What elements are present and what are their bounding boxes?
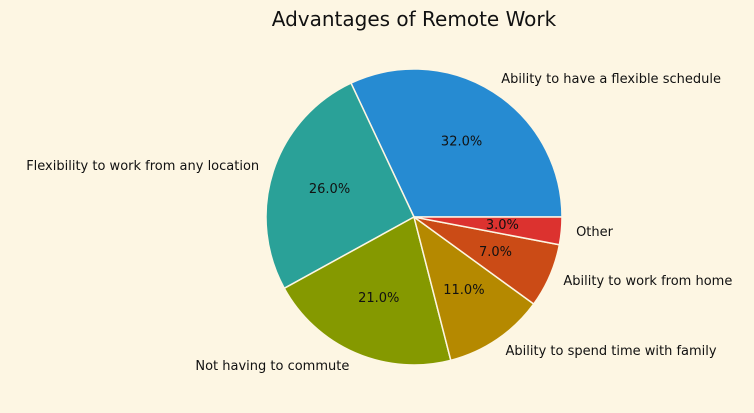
pie-slice-ability-to-have-a-flexible-schedule	[349, 68, 563, 218]
percent-label-not-having-to-commute: 21.0%	[358, 291, 399, 306]
category-label-ability-to-spend-time-with-family: Ability to spend time with family	[506, 344, 717, 359]
chart-title: Advantages of Remote Work	[272, 7, 557, 31]
percent-labels: 32.0% 26.0% 21.0% 11.0% 7.0% 3.0%	[309, 135, 519, 306]
percent-label-ability-to-have-a-flexible-schedule: 32.0%	[441, 135, 482, 150]
category-labels: Ability to have a flexible schedule Flexi…	[26, 72, 732, 374]
pie-slice-not-having-to-commute	[283, 215, 452, 366]
percent-label-ability-to-spend-time-with-family: 11.0%	[443, 283, 484, 298]
category-label-ability-to-have-a-flexible-schedule: Ability to have a flexible schedule	[501, 72, 721, 87]
pie-slice-other	[413, 216, 563, 246]
percent-label-ability-to-work-from-home: 7.0%	[479, 245, 512, 260]
percent-label-other: 3.0%	[486, 218, 519, 233]
pie-slice-ability-to-spend-time-with-family	[412, 215, 535, 362]
pie-slices	[265, 68, 563, 366]
category-label-ability-to-work-from-home: Ability to work from home	[563, 274, 732, 289]
category-label-not-having-to-commute: Not having to commute	[195, 359, 349, 374]
percent-label-flexibility-to-work-from-any-location: 26.0%	[309, 182, 350, 197]
category-label-flexibility-to-work-from-any-location: Flexibility to work from any location	[26, 159, 259, 174]
category-label-other: Other	[576, 225, 614, 240]
